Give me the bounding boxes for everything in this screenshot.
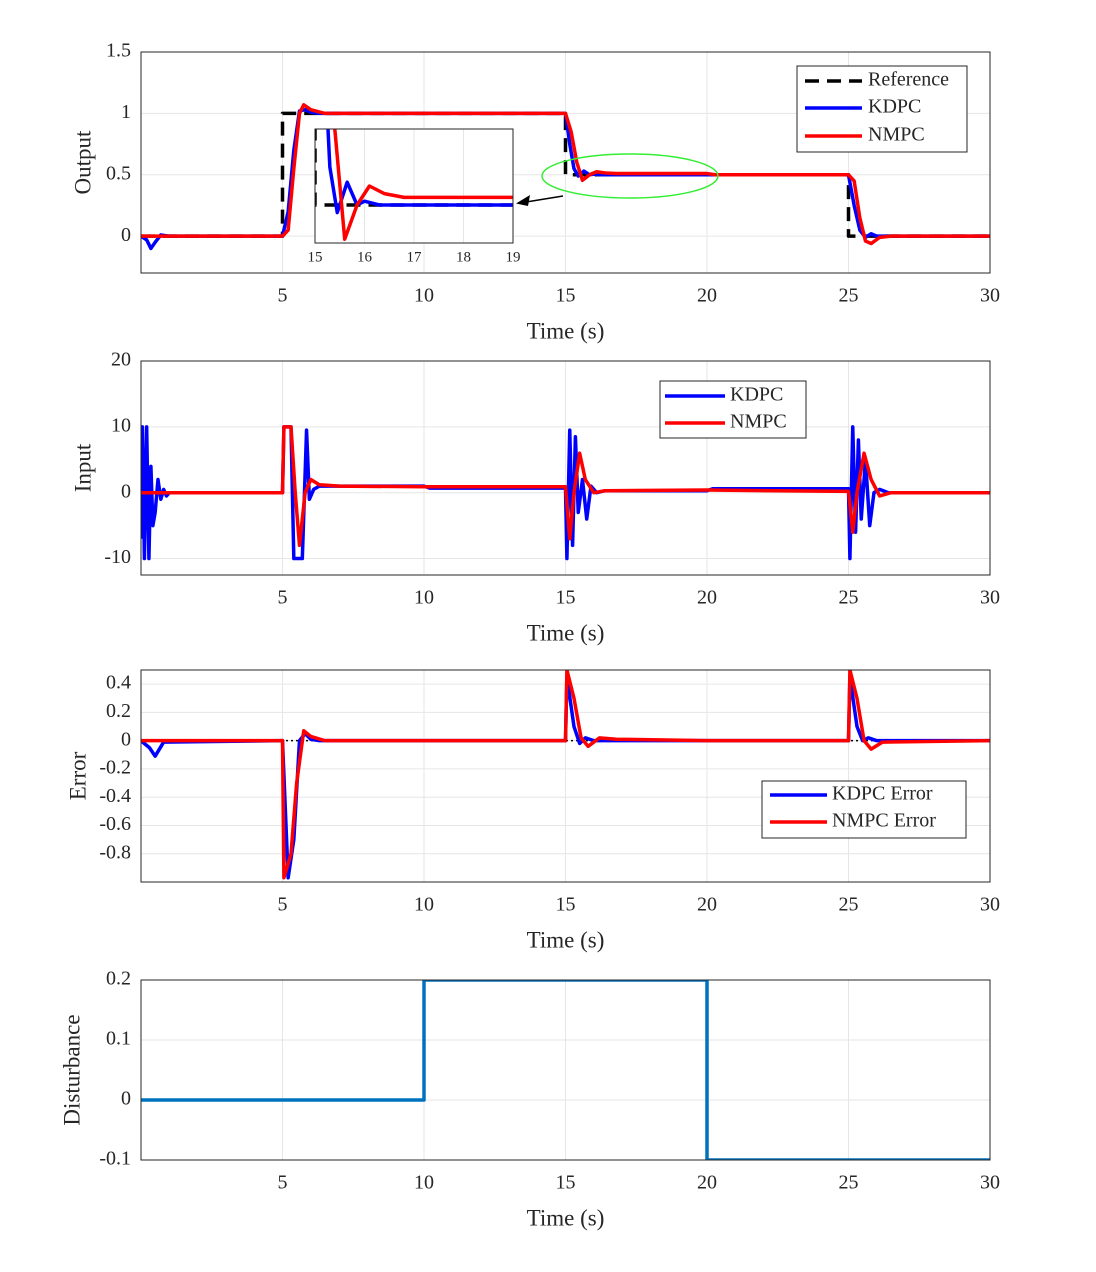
y-tick-label: 1.5 <box>106 40 131 62</box>
axes-box <box>140 979 991 1161</box>
line-series <box>141 103 990 246</box>
y-tick-label: 0 <box>121 480 131 502</box>
inset-tick-label: 16 <box>357 249 373 265</box>
y-tick-label: 0.1 <box>106 1028 131 1050</box>
legend-label: KDPC <box>730 384 783 406</box>
plot-area <box>141 425 990 561</box>
x-tick-label: 15 <box>556 1172 576 1194</box>
plot-area <box>141 670 990 880</box>
y-tick-label: 1 <box>121 101 131 123</box>
legend-label: Reference <box>868 69 949 91</box>
y-tick-label: -0.1 <box>99 1148 131 1170</box>
x-tick-label: 25 <box>839 587 859 609</box>
y-tick-label: -10 <box>104 546 131 568</box>
legend-label: KDPC Error <box>832 783 933 805</box>
x-tick-label: 15 <box>556 285 576 307</box>
legend-label: NMPC <box>730 411 787 433</box>
x-tick-label: 30 <box>980 285 1000 307</box>
y-tick-label: 0.2 <box>106 700 131 722</box>
x-axis-label: Time (s) <box>527 620 605 645</box>
axes-box <box>140 669 991 883</box>
x-tick-label: 5 <box>278 285 288 307</box>
inset-tick-label: 17 <box>407 249 423 265</box>
x-tick-label: 10 <box>414 587 434 609</box>
inset-line-series <box>333 129 513 241</box>
y-tick-label: 0.4 <box>106 672 131 694</box>
x-tick-label: 10 <box>414 285 434 307</box>
x-axis-label: Time (s) <box>527 318 605 343</box>
plot-area <box>141 103 990 251</box>
y-tick-label: 20 <box>111 349 131 371</box>
x-tick-label: 20 <box>697 285 717 307</box>
y-tick-label: -0.8 <box>99 841 131 863</box>
legend-label: NMPC <box>868 124 925 146</box>
x-tick-label: 20 <box>697 1172 717 1194</box>
x-tick-label: 30 <box>980 587 1000 609</box>
x-tick-label: 5 <box>278 894 288 916</box>
inset-plot <box>315 129 513 241</box>
inset-tick-label: 19 <box>506 249 521 265</box>
x-tick-label: 25 <box>839 1172 859 1194</box>
pointer-arrow-head <box>516 195 530 206</box>
x-tick-label: 20 <box>697 894 717 916</box>
x-tick-label: 10 <box>414 894 434 916</box>
legend-label: KDPC <box>868 96 921 118</box>
x-tick-label: 25 <box>839 285 859 307</box>
axes-box <box>140 51 991 274</box>
y-tick-label: 10 <box>111 414 131 436</box>
x-tick-label: 25 <box>839 894 859 916</box>
x-axis-label: Time (s) <box>527 1205 605 1230</box>
x-tick-label: 30 <box>980 894 1000 916</box>
y-tick-label: -0.6 <box>99 813 131 835</box>
y-tick-label: -0.2 <box>99 757 131 779</box>
axes-box <box>140 360 991 576</box>
x-axis-label: Time (s) <box>527 927 605 952</box>
inset-box <box>314 128 514 244</box>
y-axis-label: Output <box>70 130 95 195</box>
y-tick-label: 0 <box>121 728 131 750</box>
y-tick-label: 0.5 <box>106 162 131 184</box>
plot-area <box>141 980 990 1160</box>
y-tick-label: 0 <box>121 224 131 246</box>
y-axis-label: Disturbance <box>59 1014 84 1125</box>
legend-label: NMPC Error <box>832 810 936 832</box>
x-tick-label: 5 <box>278 1172 288 1194</box>
highlight-ellipse <box>541 153 719 199</box>
legend-box <box>659 380 807 439</box>
y-axis-label: Error <box>65 751 90 800</box>
y-tick-label: 0.2 <box>106 968 131 990</box>
x-tick-label: 30 <box>980 1172 1000 1194</box>
legend-box <box>761 780 967 839</box>
inset-tick-label: 18 <box>456 249 471 265</box>
y-axis-label: Input <box>70 443 95 492</box>
y-tick-label: -0.4 <box>99 785 131 807</box>
line-series <box>141 425 990 548</box>
y-tick-label: 0 <box>121 1088 131 1110</box>
x-tick-label: 20 <box>697 587 717 609</box>
line-series <box>141 111 990 238</box>
x-tick-label: 5 <box>278 587 288 609</box>
x-tick-label: 10 <box>414 1172 434 1194</box>
inset-tick-label: 15 <box>308 249 323 265</box>
line-series <box>141 670 990 880</box>
x-tick-label: 15 <box>556 894 576 916</box>
line-series <box>141 980 990 1160</box>
x-tick-label: 15 <box>556 587 576 609</box>
